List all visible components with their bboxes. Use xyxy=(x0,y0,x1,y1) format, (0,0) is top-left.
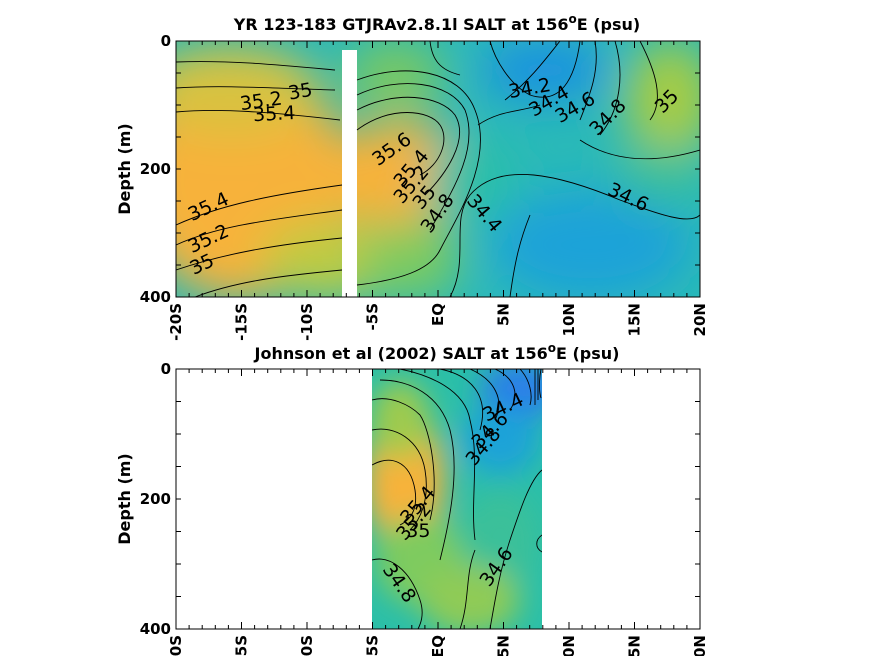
x-tick-label: 5N xyxy=(495,303,513,326)
x-tick-label: 10N xyxy=(560,303,578,336)
top-x-ticks: -20S -15S -10S -5S EQ 5N 10N 15N 20N xyxy=(167,41,709,341)
top-y-axis-label: Depth (m) xyxy=(115,123,134,215)
bottom-panel-title: Johnson et al (2002) SALT at 156oE (psu) xyxy=(254,341,620,363)
x-tick-label: -20S xyxy=(167,303,185,341)
x-tick-label: 5N xyxy=(495,635,513,656)
x-tick-label: 15N xyxy=(626,635,644,656)
x-tick-label: -15S xyxy=(233,303,251,341)
x-tick-label: EQ xyxy=(429,635,447,656)
y-tick-label: 0 xyxy=(161,360,171,378)
x-tick-label: -10S xyxy=(298,303,316,341)
top-panel-title: YR 123-183 GTJRAv2.8.1l SALT at 156oE (p… xyxy=(233,12,640,34)
bottom-y-ticks: 0 200 400 xyxy=(140,360,700,638)
x-tick-label: -10S xyxy=(298,635,316,656)
top-y-ticks: 0 200 400 xyxy=(140,32,700,306)
x-tick-label: -5S xyxy=(364,635,382,656)
contour-label: 35 xyxy=(406,520,430,542)
bottom-contours xyxy=(372,369,542,629)
contour-label: 35 xyxy=(287,79,315,105)
x-tick-label: -5S xyxy=(364,303,382,330)
x-tick-label: 20N xyxy=(691,303,709,336)
y-tick-label: 400 xyxy=(140,620,171,638)
y-tick-label: 200 xyxy=(140,490,171,508)
x-tick-label: EQ xyxy=(429,303,447,326)
bottom-heatmap xyxy=(372,369,542,629)
top-panel: YR 123-183 GTJRAv2.8.1l SALT at 156oE (p… xyxy=(115,12,709,341)
contour-label: 35.4 xyxy=(253,102,296,126)
y-tick-label: 400 xyxy=(140,288,171,306)
x-tick-label: 15N xyxy=(626,303,644,336)
y-tick-label: 200 xyxy=(140,160,171,178)
x-tick-label: 20N xyxy=(691,635,709,656)
x-tick-label: 10N xyxy=(560,635,578,656)
x-tick-label: -15S xyxy=(233,635,251,656)
y-tick-label: 0 xyxy=(161,32,171,50)
bottom-y-axis-label: Depth (m) xyxy=(115,453,134,545)
x-tick-label: -20S xyxy=(167,635,185,656)
top-contours xyxy=(176,41,700,297)
bottom-panel: Johnson et al (2002) SALT at 156oE (psu) xyxy=(115,341,709,656)
bottom-x-ticks: -20S -15S -10S -5S EQ 5N 10N 15N 20N xyxy=(167,369,709,656)
